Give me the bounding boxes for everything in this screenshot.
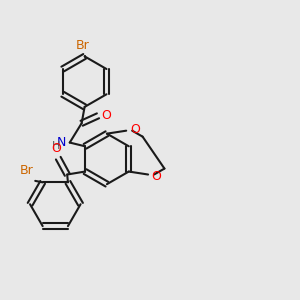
Text: O: O: [152, 169, 161, 182]
Text: O: O: [51, 142, 61, 154]
Text: Br: Br: [20, 164, 34, 177]
Text: H: H: [52, 141, 61, 151]
Text: O: O: [101, 109, 111, 122]
Text: Br: Br: [76, 39, 90, 52]
Text: O: O: [130, 123, 140, 136]
Text: N: N: [57, 136, 66, 149]
